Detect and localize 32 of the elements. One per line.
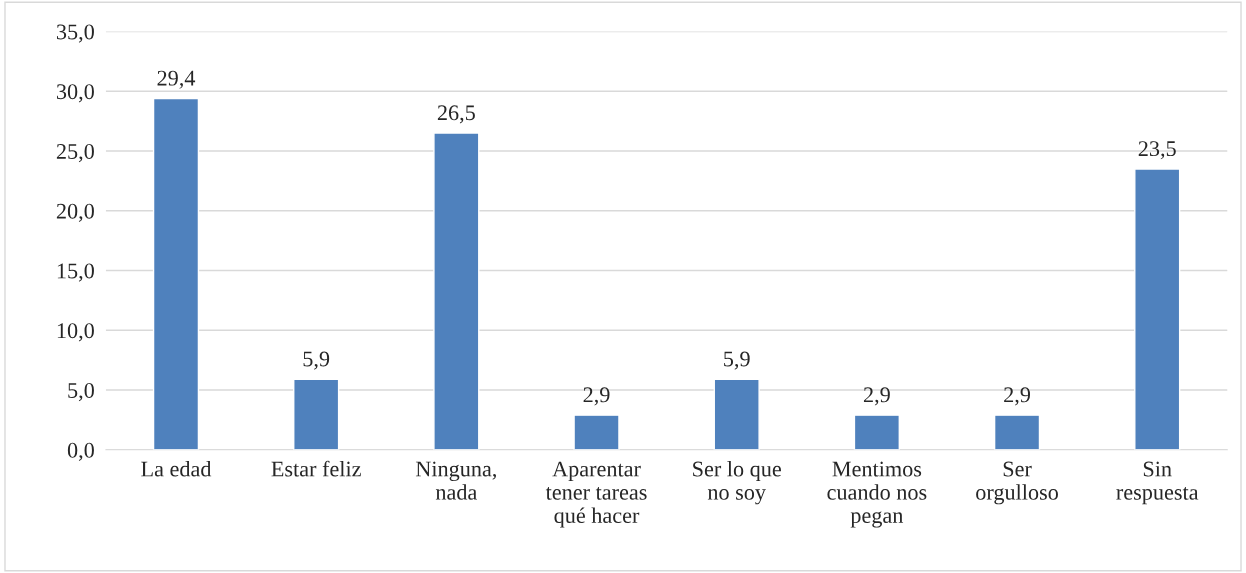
bar: [152, 97, 200, 450]
x-tick-label: Ser lo que no soy: [693, 460, 781, 505]
data-label: 23,5: [1138, 141, 1176, 160]
data-label: 29,4: [157, 70, 196, 89]
data-label: 2,9: [583, 387, 610, 406]
x-tick-label: Ser orgulloso: [976, 461, 1058, 505]
bar: [573, 414, 620, 450]
y-tick-label: 25,0: [56, 143, 94, 163]
y-tick-label: 20,0: [56, 203, 94, 222]
y-tick-label: 0,0: [67, 442, 94, 461]
bar: [993, 414, 1041, 450]
y-tick-label: 10,0: [57, 323, 94, 342]
data-label: 2,9: [1004, 387, 1031, 406]
y-tick-label: 30,0: [56, 84, 94, 103]
x-tick-label: Aparentar tener tareas qué hacer: [545, 461, 647, 528]
y-tick-label: 5,0: [68, 382, 94, 402]
y-tick-label: 15,0: [57, 263, 94, 282]
data-label: 2,9: [863, 387, 890, 406]
x-tick-label: Sin respuesta: [1116, 461, 1199, 505]
y-tick-label: 35,0: [56, 24, 94, 43]
bar: [293, 378, 340, 450]
bar: [713, 378, 760, 450]
x-tick-label: La edad: [141, 460, 212, 477]
x-tick-label: Estar feliz: [271, 460, 361, 477]
x-tick-label: Ninguna, nada: [415, 461, 496, 500]
data-label: 5,9: [724, 351, 750, 370]
bar: [1134, 168, 1181, 450]
bar: [433, 132, 480, 450]
data-label: 26,5: [437, 105, 475, 124]
data-label: 5,9: [303, 351, 330, 370]
bar: [853, 414, 900, 450]
x-tick-label: Mentimos cuando nos pegan: [827, 461, 927, 528]
